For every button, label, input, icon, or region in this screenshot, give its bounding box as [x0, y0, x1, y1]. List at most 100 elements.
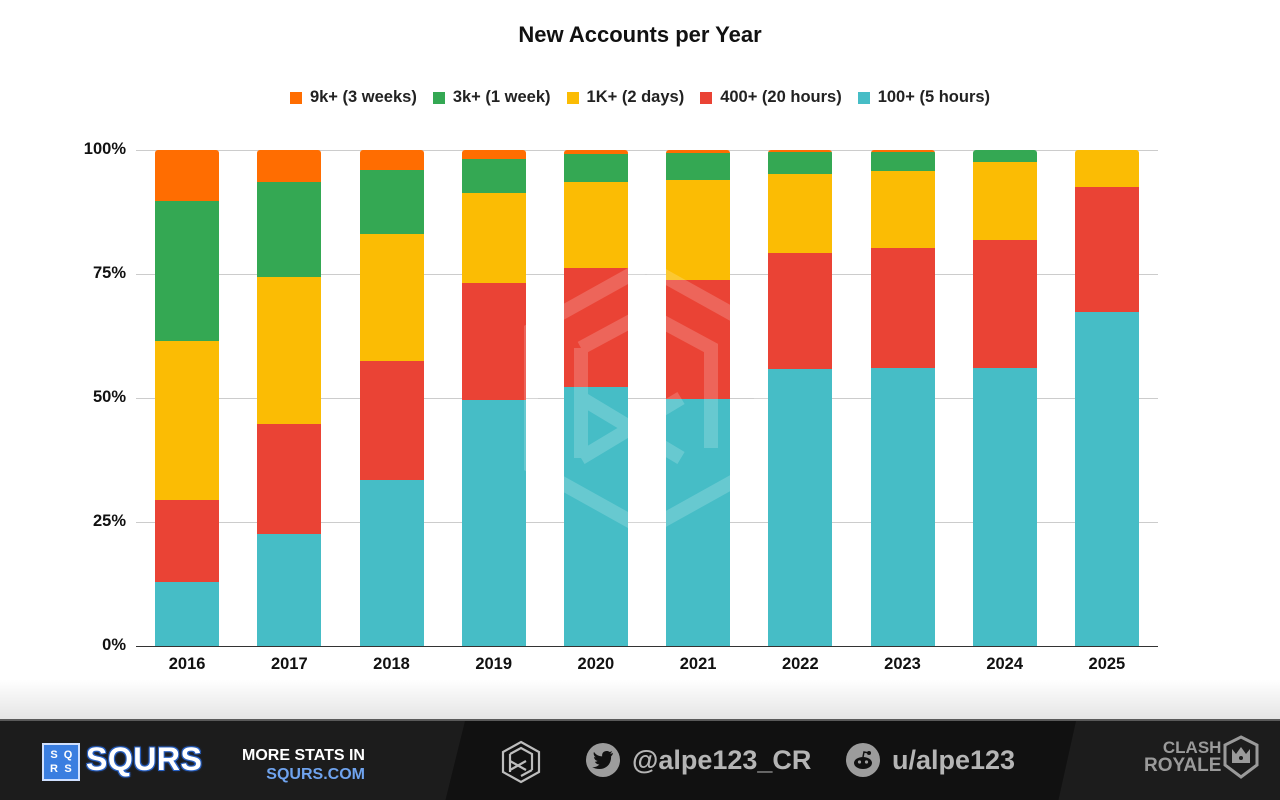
bar-segment[interactable]: [1074, 311, 1139, 646]
bar-segment[interactable]: [461, 158, 526, 194]
bar-segment[interactable]: [563, 150, 628, 154]
bar-segment[interactable]: [257, 150, 322, 183]
bar-2019[interactable]: [461, 150, 526, 646]
bar-segment[interactable]: [461, 193, 526, 284]
bar-segment[interactable]: [461, 150, 526, 159]
bar-segment[interactable]: [972, 150, 1037, 163]
legend-item-400[interactable]: 400+ (20 hours): [700, 88, 842, 107]
author-hex-logo-icon: [501, 740, 541, 784]
bar-segment[interactable]: [155, 341, 220, 500]
bar-segment[interactable]: [155, 150, 220, 202]
bar-segment[interactable]: [870, 151, 935, 172]
x-axis-line: [136, 646, 1158, 647]
bar-segment[interactable]: [1074, 187, 1139, 312]
bar-segment[interactable]: [972, 240, 1037, 368]
bar-segment[interactable]: [563, 154, 628, 183]
bar-2024[interactable]: [972, 150, 1037, 646]
twitter-handle: @alpe123_CR: [632, 744, 812, 775]
legend-label: 3k+ (1 week): [452, 88, 551, 106]
bar-segment[interactable]: [359, 480, 424, 646]
bar-segment[interactable]: [972, 162, 1037, 241]
gridline: [136, 150, 1158, 151]
legend-item-3k[interactable]: 3k+ (1 week): [432, 88, 551, 107]
bar-2017[interactable]: [257, 150, 322, 646]
legend-label: 100+ (5 hours): [877, 88, 991, 106]
reddit-handle: u/alpe123: [892, 744, 1016, 775]
bar-2018[interactable]: [359, 150, 424, 646]
bar-segment[interactable]: [870, 368, 935, 646]
gridline: [136, 274, 1158, 275]
brand-name[interactable]: SQURS: [86, 741, 203, 777]
twitter-link[interactable]: @alpe123_CR: [586, 743, 811, 777]
footer-shadow: [0, 680, 1280, 720]
bar-segment[interactable]: [666, 153, 731, 181]
bar-2022[interactable]: [768, 150, 833, 646]
crown-shield-icon: [1223, 735, 1259, 779]
bar-segment[interactable]: [768, 174, 833, 254]
legend-label: 9k+ (3 weeks): [309, 88, 417, 106]
bar-segment[interactable]: [155, 201, 220, 342]
bar-segment[interactable]: [461, 400, 526, 646]
logo-letter: S: [50, 748, 58, 761]
logo-letter: Q: [63, 748, 73, 761]
legend-item-100[interactable]: 100+ (5 hours): [857, 88, 991, 107]
bar-segment[interactable]: [768, 150, 833, 152]
bar-segment[interactable]: [257, 182, 322, 277]
gridline: [136, 398, 1158, 399]
bar-segment[interactable]: [1074, 150, 1139, 188]
legend-item-9k[interactable]: 9k+ (3 weeks): [289, 88, 417, 107]
bar-segment[interactable]: [257, 534, 322, 646]
legend-item-1k[interactable]: 1K+ (2 days): [566, 88, 684, 107]
x-tick-label: 2018: [373, 655, 410, 673]
legend-swatch: [432, 91, 445, 104]
more-stats-label: MORE STATS IN: [242, 747, 365, 764]
bar-2021[interactable]: [666, 150, 731, 646]
bar-segment[interactable]: [666, 280, 731, 399]
bar-segment[interactable]: [768, 369, 833, 646]
bar-segment[interactable]: [870, 248, 935, 369]
bar-segment[interactable]: [870, 150, 935, 152]
squrs-logo-icon[interactable]: S Q R S: [42, 743, 80, 781]
legend-swatch: [289, 91, 302, 104]
website-link[interactable]: SQURS.COM: [266, 766, 365, 783]
bar-segment[interactable]: [155, 582, 220, 646]
bar-segment[interactable]: [666, 150, 731, 153]
more-stats-link[interactable]: MORE STATS IN SQURS.COM: [242, 746, 365, 784]
legend: 9k+ (3 weeks) 3k+ (1 week) 1K+ (2 days) …: [0, 88, 1280, 107]
bar-segment[interactable]: [666, 180, 731, 281]
y-tick-label: 25%: [92, 512, 126, 530]
bar-segment[interactable]: [768, 151, 833, 175]
bar-segment[interactable]: [768, 253, 833, 370]
bar-2023[interactable]: [870, 150, 935, 646]
bar-segment[interactable]: [359, 170, 424, 235]
bar-2016[interactable]: [155, 150, 220, 646]
bar-segment[interactable]: [461, 283, 526, 401]
reddit-link[interactable]: u/alpe123: [846, 743, 1015, 777]
x-tick-label: 2016: [168, 655, 206, 673]
x-tick-label: 2025: [1088, 655, 1126, 673]
bar-segment[interactable]: [257, 276, 322, 424]
bar-segment[interactable]: [155, 499, 220, 583]
game-logo-line1: CLASH: [1162, 738, 1222, 757]
bar-segment[interactable]: [359, 150, 424, 171]
bar-segment[interactable]: [666, 398, 731, 646]
plot-area: [136, 150, 1158, 647]
legend-label: 400+ (20 hours): [720, 88, 842, 106]
bar-segment[interactable]: [359, 360, 424, 481]
bar-segment[interactable]: [359, 234, 424, 361]
bar-2025[interactable]: [1074, 150, 1139, 646]
bar-segment[interactable]: [972, 367, 1037, 646]
legend-swatch: [857, 91, 870, 104]
bar-segment[interactable]: [257, 423, 322, 535]
bar-2020[interactable]: [563, 150, 628, 646]
bar-segment[interactable]: [563, 267, 628, 387]
x-tick-label: 2017: [270, 655, 308, 673]
logo-letter: R: [50, 762, 58, 775]
bar-segment[interactable]: [870, 171, 935, 249]
bar-segment[interactable]: [563, 182, 628, 268]
bar-segment[interactable]: [563, 386, 628, 646]
legend-swatch: [566, 91, 579, 104]
x-tick-label: 2023: [884, 655, 921, 673]
x-tick-label: 2020: [577, 655, 615, 673]
